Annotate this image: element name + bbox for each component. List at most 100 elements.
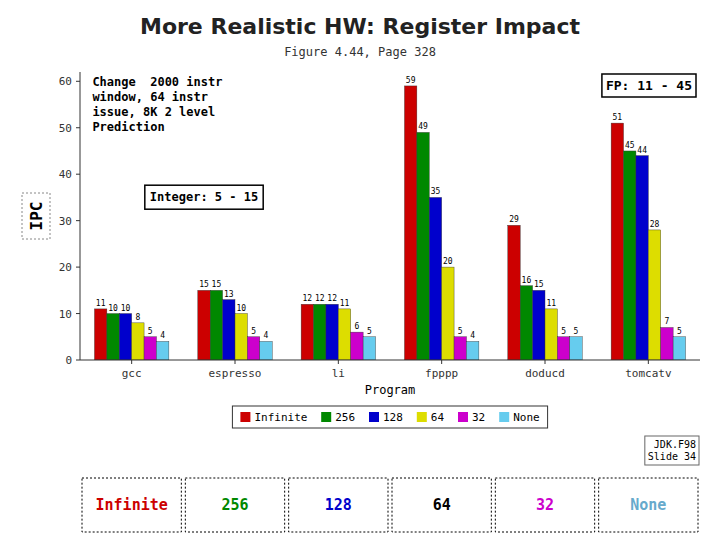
bar [210,290,222,360]
annotation: Change 2000 instrwindow, 64 instrissue, … [92,75,222,134]
y-tick-label: 40 [59,168,72,181]
bar [661,327,673,360]
data-label: 7 [665,317,670,326]
y-tick [76,81,80,82]
footer-box [185,478,284,532]
x-axis-label: Program [365,383,416,397]
legend-label: 128 [383,411,403,424]
y-label-box [22,193,50,239]
bar [611,123,623,360]
bar [223,300,235,360]
y-tick-label: 60 [59,75,72,88]
text-line: FP: 11 - 45 [606,78,692,93]
legend-label: None [513,411,540,424]
bar [351,332,363,360]
data-label: 4 [264,331,269,340]
text-line: 256 [221,496,248,514]
annotation: 128 [325,496,352,514]
bar [235,314,247,360]
bar [260,341,272,360]
data-label: 28 [650,220,660,229]
footer-box [392,478,491,532]
text-line: Slide 34 [648,451,696,462]
chart: More Realistic HW: Register Impact Figure… [0,0,720,540]
data-label: 29 [509,215,519,224]
annotation-box [645,436,699,465]
annotation: 256 [221,496,248,514]
data-label: 11 [96,299,106,308]
bar [429,197,441,360]
footer-box [599,478,698,532]
legend-swatch [240,412,250,422]
bar [247,337,259,360]
text-line: 128 [325,496,352,514]
data-label: 15 [212,280,222,289]
data-label: 44 [637,146,647,155]
legend-swatch [458,412,468,422]
legend-label: Infinite [254,411,307,424]
data-label: 49 [418,122,428,131]
data-label: 13 [224,290,234,299]
data-label: 6 [355,322,360,331]
y-tick-label: 20 [59,261,72,274]
annotation: None [630,496,666,514]
data-label: 12 [303,294,313,303]
x-tick-label: tomcatv [625,367,672,380]
bar [417,132,429,360]
footer-box [82,478,181,532]
text-line: Infinite [96,496,168,514]
legend-swatch [499,412,509,422]
background [0,0,720,540]
axes: 0102030405060gccespressolifppppdoducdtom… [59,72,700,380]
bar [545,309,557,360]
data-label: 4 [160,331,165,340]
bars [94,86,685,360]
text-line: None [630,496,666,514]
bar [624,151,636,360]
data-label: 51 [613,113,623,122]
x-tick-label: fpppp [425,367,458,380]
legend-frame [232,406,547,428]
bar [404,86,416,360]
y-tick [76,313,80,314]
text-line: window, 64 instr [92,90,208,104]
text-line: 32 [536,496,554,514]
y-tick-label: 0 [65,354,72,367]
annotation-box [145,185,263,209]
x-axis-line [80,360,700,361]
data-label: 5 [561,327,566,336]
data-label: 5 [458,327,463,336]
data-label: 5 [367,327,372,336]
annotation: Infinite [96,496,168,514]
data-label: 15 [534,280,544,289]
y-tick [76,127,80,128]
bar [570,337,582,360]
x-tick-label: espresso [209,367,262,380]
bar [533,290,545,360]
y-tick [76,360,80,361]
annotation: JDK.F98Slide 34 [648,439,696,462]
bar [636,156,648,360]
y-tick-label: 50 [59,122,72,135]
y-tick-label: 30 [59,215,72,228]
data-label: 10 [236,304,246,313]
data-label: 8 [135,313,140,322]
bar [557,337,569,360]
title: More Realistic HW: Register Impact [140,14,580,39]
legend: Infinite2561286432None [232,406,547,428]
bar [107,314,119,360]
legend-swatch [417,412,427,422]
data-label: 35 [431,187,441,196]
x-tick [338,360,339,364]
y-axis-line [80,72,81,360]
bar [673,337,685,360]
data-label: 4 [470,331,475,340]
data-label: 5 [677,327,682,336]
annotation-box [602,74,696,97]
y-tick [76,174,80,175]
subtitle: Figure 4.44, Page 328 [284,45,436,59]
data-label: 5 [251,327,256,336]
bar [119,314,131,360]
y-tick [76,267,80,268]
annotation: 64 [433,496,451,514]
